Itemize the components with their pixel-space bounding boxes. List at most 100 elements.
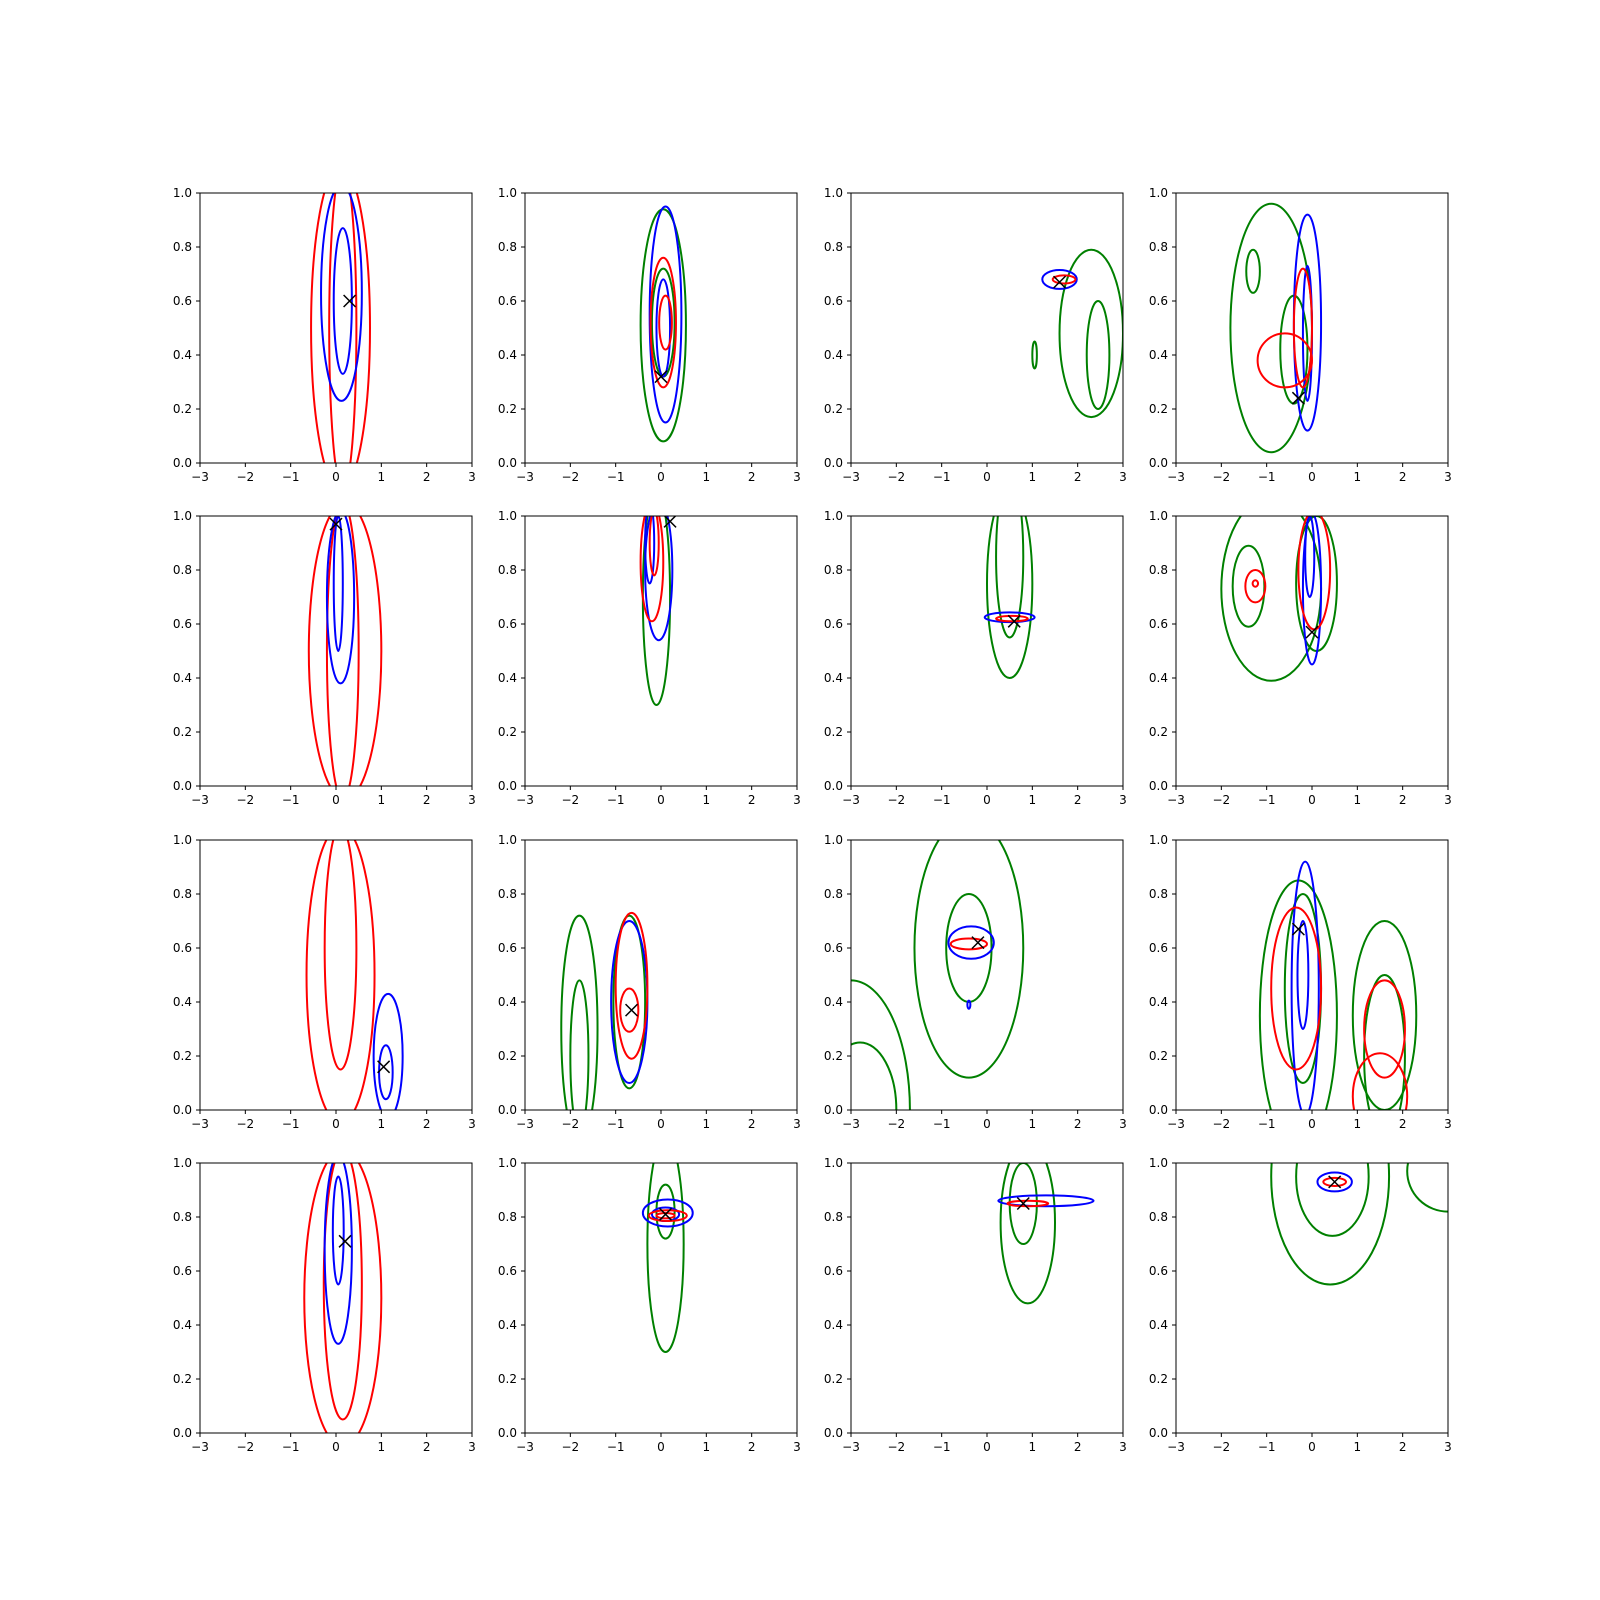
x-tick-label: −3 xyxy=(1167,1117,1185,1131)
y-tick-label: 0.6 xyxy=(498,617,517,631)
red-contour-5 xyxy=(647,1209,688,1223)
y-tick-label: 0.2 xyxy=(1149,725,1168,739)
x-tick-label: 1 xyxy=(1354,1117,1362,1131)
panel-r1-c1: −3 −2 −1 0 1 2 3 0.0 0.2 0.4 0.6 0.8 1.0 xyxy=(173,186,476,484)
plot-area xyxy=(1258,860,1418,1110)
x-tick-label: 2 xyxy=(748,470,756,484)
y-tick-label: 0.8 xyxy=(824,887,843,901)
x-tick-label: 0 xyxy=(657,470,665,484)
y-tick-label: 1.0 xyxy=(824,509,843,523)
axes-frame xyxy=(199,192,473,464)
y-tick-label: 0.6 xyxy=(824,941,843,955)
y-tick-label: 0.6 xyxy=(173,617,192,631)
y-tick-label: 0.8 xyxy=(498,1210,517,1224)
y-tick-label: 0.2 xyxy=(173,1372,192,1386)
y-tick-label: 1.0 xyxy=(173,509,192,523)
x-tick-label: 0 xyxy=(1308,1117,1316,1131)
y-tick-label: 0.0 xyxy=(173,1426,192,1440)
x-tick-label: −2 xyxy=(236,470,254,484)
panel-r4-c2: −3 −2 −1 0 1 2 3 0.0 0.2 0.4 0.6 0.8 1.0 xyxy=(498,1156,801,1454)
red-contour-6 xyxy=(658,294,673,351)
y-tick-label: 0.4 xyxy=(1149,1318,1168,1332)
y-tick-label: 1.0 xyxy=(173,186,192,200)
plot-area xyxy=(639,205,687,443)
red-contour-2 xyxy=(328,193,358,463)
x-tick-label: 2 xyxy=(423,1117,431,1131)
red-contour-5 xyxy=(1322,1176,1347,1187)
blue-contour-3 xyxy=(644,516,656,585)
y-tick-label: 0.4 xyxy=(1149,348,1168,362)
y-tick-label: 0.2 xyxy=(824,1372,843,1386)
x-tick-label: 2 xyxy=(1399,1440,1407,1454)
x-tick-label: −2 xyxy=(561,793,579,807)
green-contour-3 xyxy=(1351,920,1418,1110)
x-tick-label: 0 xyxy=(1308,1440,1316,1454)
x-tick-label: 1 xyxy=(1029,470,1037,484)
panel-r4-c1: −3 −2 −1 0 1 2 3 0.0 0.2 0.4 0.6 0.8 1.0 xyxy=(173,1156,476,1454)
x-tick-label: −2 xyxy=(236,1117,254,1131)
x-tick-label: 1 xyxy=(703,470,711,484)
red-contour-5 xyxy=(1051,274,1077,285)
x-tick-label: −2 xyxy=(1212,1117,1230,1131)
x-tick-label: 0 xyxy=(983,470,991,484)
y-tick-label: 0.2 xyxy=(173,725,192,739)
y-tick-label: 0.0 xyxy=(498,779,517,793)
y-tick-label: 1.0 xyxy=(498,186,517,200)
green-contour-2 xyxy=(945,893,993,1003)
x-tick-label: −3 xyxy=(516,470,534,484)
plot-area xyxy=(1270,1163,1448,1286)
red-contour-1 xyxy=(303,1163,383,1433)
y-tick-label: 0.0 xyxy=(824,779,843,793)
y-tick-label: 1.0 xyxy=(1149,509,1168,523)
red-contour-4 xyxy=(995,614,1029,623)
panel-r2-c3: −3 −2 −1 0 1 2 3 0.0 0.2 0.4 0.6 0.8 1.0 xyxy=(824,509,1127,807)
x-marker xyxy=(1305,625,1319,639)
green-contour-1 xyxy=(913,840,1025,1079)
x-tick-label: −1 xyxy=(282,1117,300,1131)
x-tick-label: 3 xyxy=(793,470,801,484)
x-tick-label: −2 xyxy=(1212,470,1230,484)
axes-frame xyxy=(199,839,473,1111)
x-tick-label: −1 xyxy=(282,1440,300,1454)
x-tick-label: −3 xyxy=(516,1117,534,1131)
x-marker xyxy=(659,1207,673,1221)
y-tick-label: 0.4 xyxy=(498,995,517,1009)
x-tick-label: 1 xyxy=(378,1117,386,1131)
x-marker xyxy=(654,370,668,384)
x-marker xyxy=(1016,1196,1030,1211)
x-tick-label: 2 xyxy=(1399,1117,1407,1131)
blue-contour-4 xyxy=(332,516,344,652)
red-contour-7 xyxy=(949,937,988,951)
green-contour-1 xyxy=(646,1163,685,1353)
y-tick-label: 1.0 xyxy=(173,1156,192,1170)
y-tick-label: 0.0 xyxy=(498,1426,517,1440)
axes-frame xyxy=(850,192,1124,464)
red-contour-6 xyxy=(619,987,640,1033)
red-contour-1 xyxy=(307,516,383,786)
x-tick-label: 1 xyxy=(378,1440,386,1454)
x-tick-label: 1 xyxy=(1029,1117,1037,1131)
blue-contour-3 xyxy=(325,516,356,685)
x-tick-label: 0 xyxy=(983,1440,991,1454)
x-tick-label: −1 xyxy=(1258,1440,1276,1454)
y-tick-label: 0.0 xyxy=(1149,1103,1168,1117)
y-tick-label: 0.2 xyxy=(498,1049,517,1063)
x-tick-label: 0 xyxy=(657,1117,665,1131)
green-contour-2 xyxy=(1085,300,1111,410)
y-tick-label: 0.4 xyxy=(173,348,192,362)
blue-contour-4 xyxy=(1301,516,1323,666)
x-tick-label: −3 xyxy=(842,793,860,807)
x-tick-label: 1 xyxy=(378,793,386,807)
x-tick-label: −2 xyxy=(561,470,579,484)
green-contour-3 xyxy=(1231,544,1266,628)
x-tick-label: −2 xyxy=(1212,1440,1230,1454)
y-tick-label: 0.2 xyxy=(173,402,192,416)
x-tick-label: 2 xyxy=(748,793,756,807)
x-tick-label: −1 xyxy=(607,793,625,807)
panel-r1-c4: −3 −2 −1 0 1 2 3 0.0 0.2 0.4 0.6 0.8 1.0 xyxy=(1149,186,1452,484)
x-tick-label: 3 xyxy=(793,1117,801,1131)
x-tick-label: −3 xyxy=(1167,1440,1185,1454)
y-tick-label: 0.2 xyxy=(498,725,517,739)
red-contour-5 xyxy=(614,911,649,1060)
